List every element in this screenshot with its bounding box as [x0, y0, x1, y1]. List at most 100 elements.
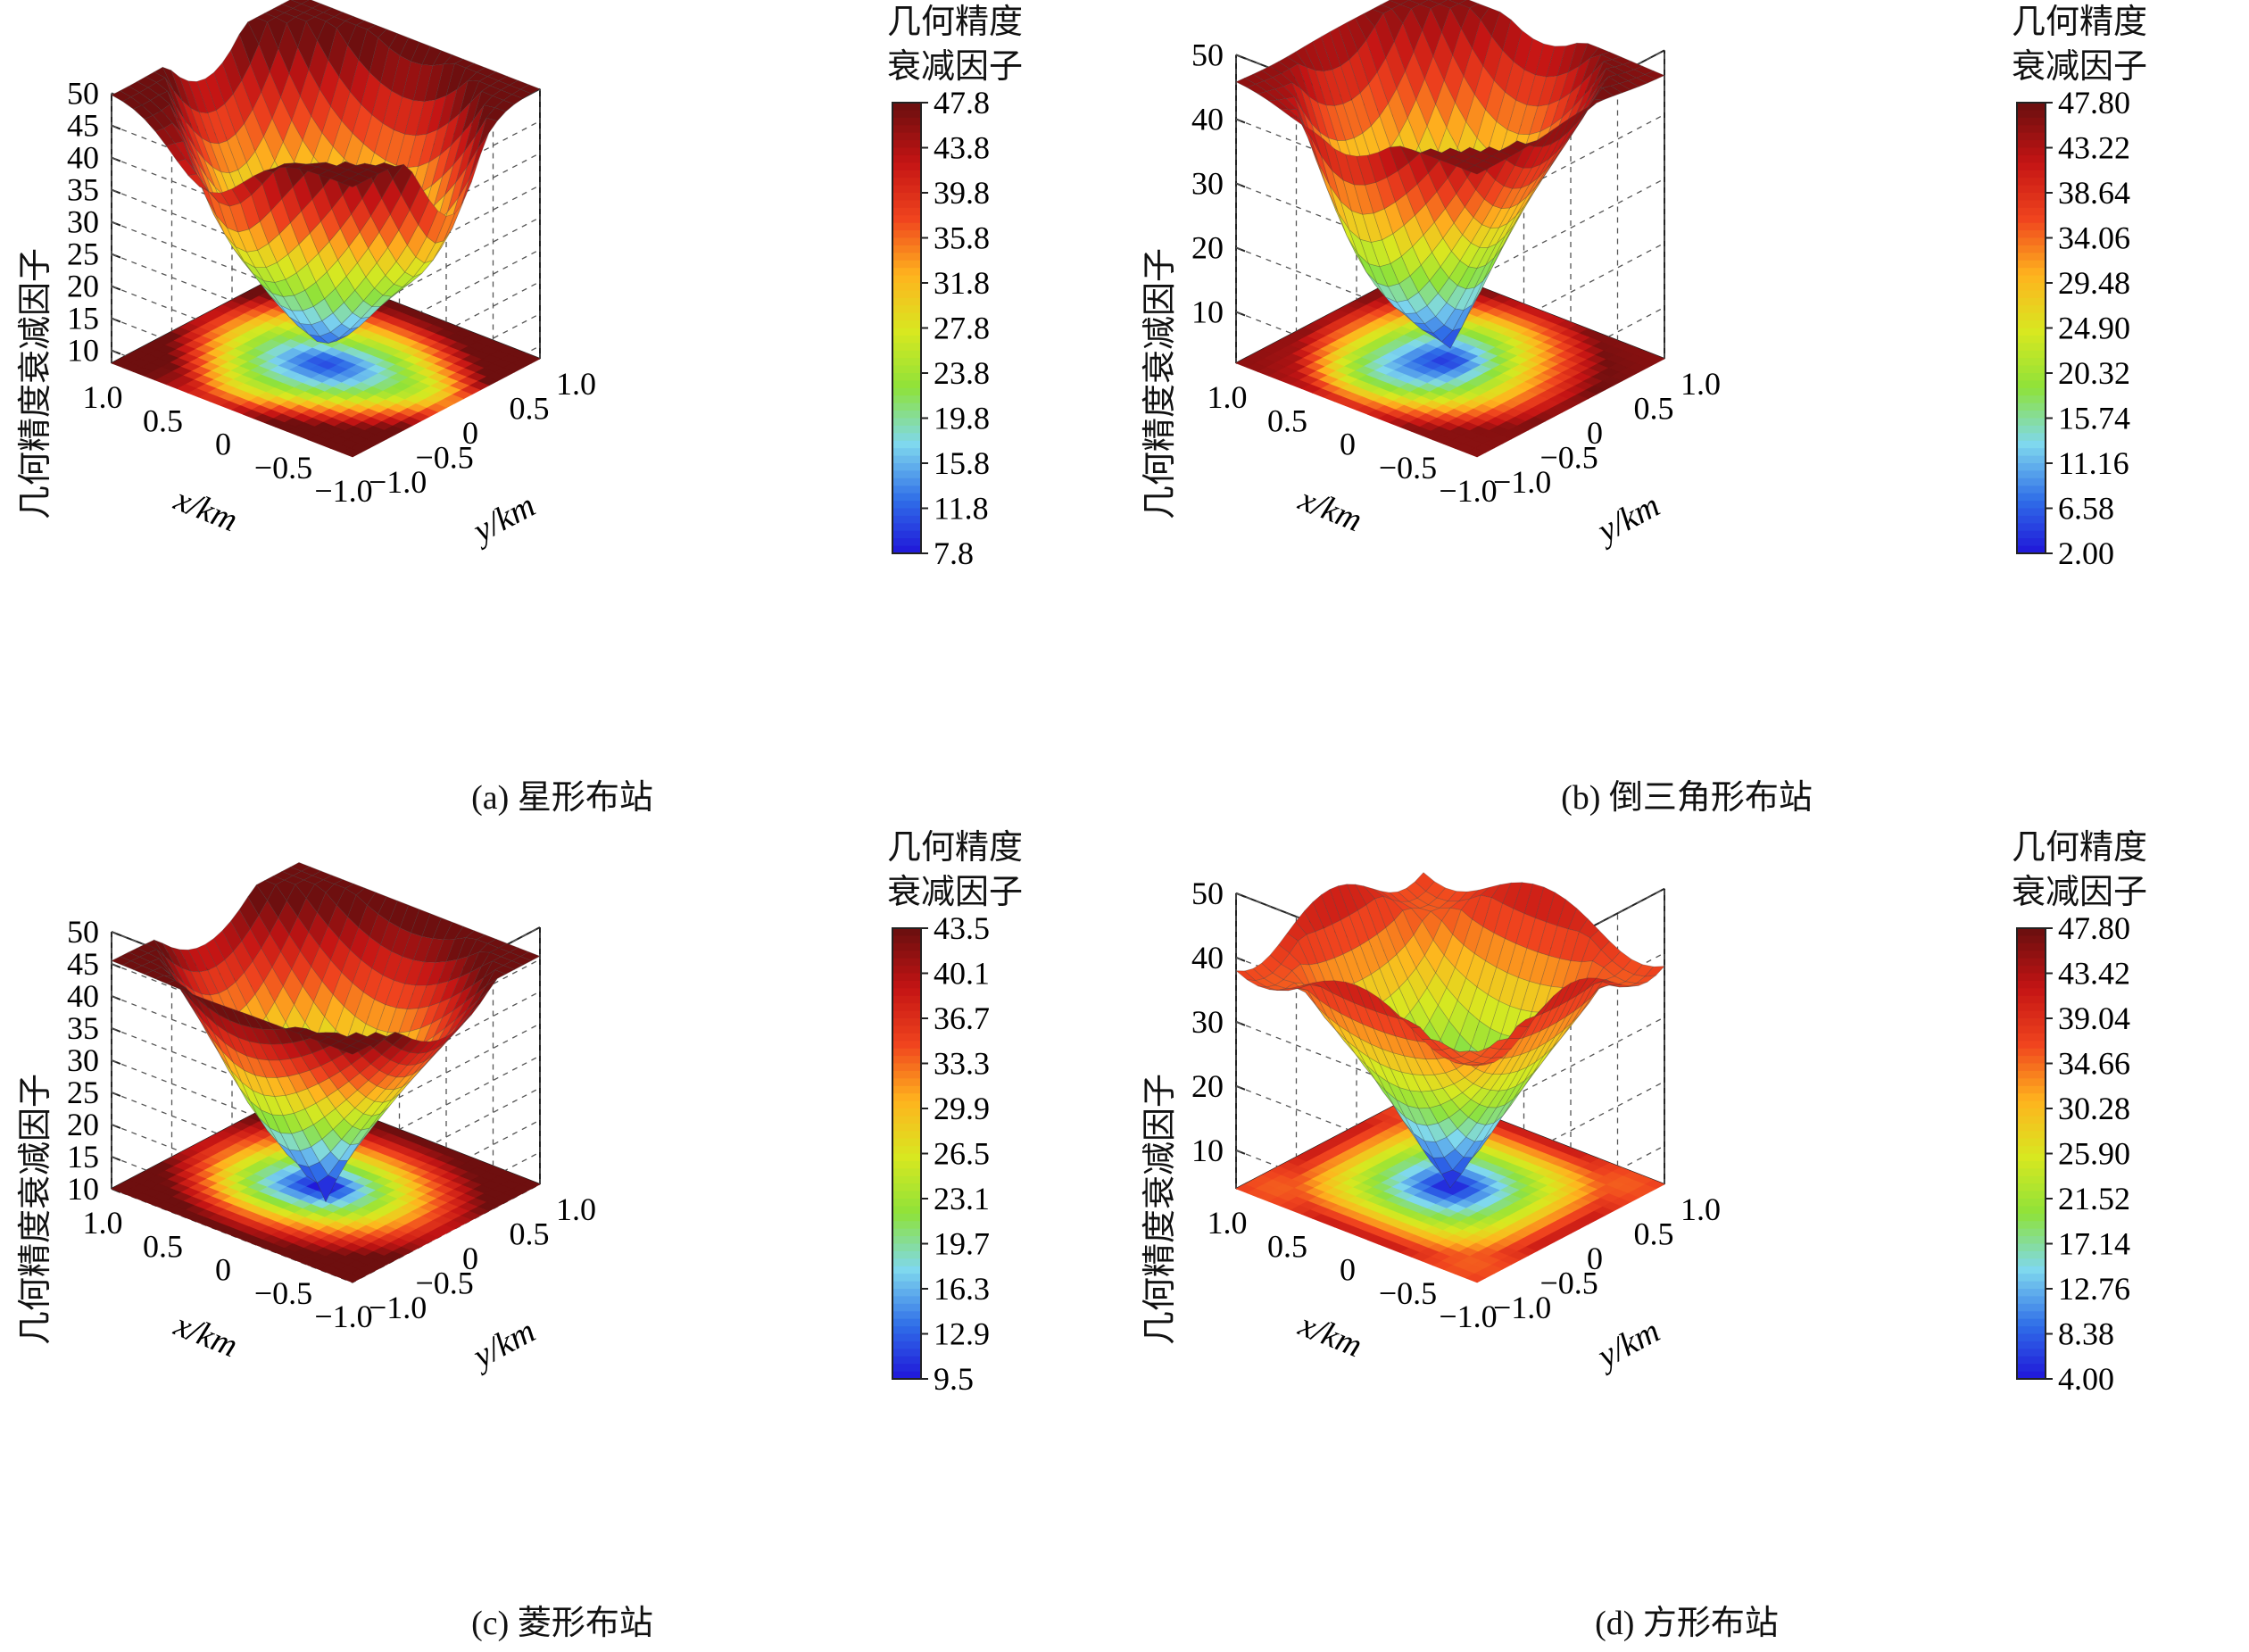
surface-cell — [121, 960, 143, 970]
colorbar-band — [2017, 1199, 2046, 1208]
colorbar-band — [2017, 1108, 2046, 1117]
surface-cell — [344, 982, 364, 1017]
surface-cell — [136, 76, 158, 88]
surface-cell — [1390, 1067, 1411, 1092]
surface-cell — [1243, 73, 1266, 85]
surface-cell — [1421, 148, 1443, 158]
y-tick-label: 0 — [462, 415, 478, 451]
surface-cell — [336, 887, 357, 918]
caption-a: (a) 星形布站 — [471, 779, 653, 817]
colorbar-band — [892, 178, 921, 187]
surface-cell — [366, 24, 387, 38]
surface-cell — [1426, 103, 1448, 152]
surface-cell — [338, 169, 360, 179]
surface-cell — [272, 1028, 294, 1045]
colorbar-title: 几何精度 衰减因子 — [886, 829, 1023, 911]
y-tick-label: −1.0 — [369, 1290, 427, 1325]
surface-cell — [313, 12, 336, 22]
colorbar-band — [2017, 1003, 2046, 1012]
z-axis-label: 几何精度衰减因子 — [1141, 248, 1179, 520]
colorbar-band — [2017, 1311, 2046, 1320]
colorbar-band — [892, 966, 921, 975]
colorbar-band — [2017, 1250, 2046, 1260]
colorbar-band — [2017, 1371, 2046, 1380]
surface-cell — [475, 104, 496, 137]
surface-cell — [254, 1075, 276, 1097]
y-axis-label: y/km — [464, 486, 542, 552]
surface-cell — [1329, 26, 1350, 67]
surface-cell — [366, 1032, 388, 1042]
surface-cell — [347, 894, 368, 928]
colorbar-tick-label: 15.74 — [2058, 401, 2130, 436]
surface-cell — [1315, 927, 1335, 962]
colorbar-band — [2017, 455, 2046, 464]
colorbar-band — [892, 1175, 921, 1185]
surface-cell — [1413, 1133, 1434, 1158]
surface-cell — [238, 1087, 260, 1118]
z-tick-label: 15 — [67, 1139, 99, 1175]
colorbar-band — [892, 477, 921, 487]
surface-cell — [369, 1054, 391, 1071]
colorbar-band — [2017, 1116, 2046, 1125]
x-tick-label: −1.0 — [314, 473, 372, 509]
surface-cell — [1385, 919, 1406, 956]
surface-cell — [1445, 193, 1465, 224]
caption-b: (b) 倒三角形布站 — [1561, 779, 1813, 817]
colorbar-tick-label: 6.58 — [2058, 491, 2114, 527]
colorbar-band — [2017, 515, 2046, 525]
colorbar-band — [892, 1160, 921, 1170]
surface-cell — [261, 71, 281, 120]
colorbar-band — [2017, 973, 2046, 982]
surface-cell — [1342, 997, 1364, 1025]
colorbar-band — [2017, 1093, 2046, 1102]
z-tick-label: 50 — [67, 914, 99, 950]
surface-cell — [354, 276, 375, 302]
surface-plot-d: 50403020101.00.50−0.5−1.0−1.0−0.500.51.0… — [1191, 872, 2130, 1397]
colorbar-band — [2017, 1266, 2046, 1275]
surface-cell — [1412, 1074, 1433, 1092]
surface-cell — [1388, 87, 1408, 136]
z-tick-label: 20 — [1191, 1068, 1224, 1104]
z-tick-label: 10 — [67, 1171, 99, 1207]
surface-cell — [380, 1092, 401, 1115]
colorbar-band — [892, 942, 921, 952]
surface-cell — [1453, 1076, 1474, 1093]
colorbar-band — [892, 411, 921, 419]
colorbar-band — [2017, 328, 2046, 336]
surface-cell — [451, 101, 471, 146]
surface-cell — [231, 1008, 253, 1028]
surface-cell — [1326, 188, 1348, 237]
x-tick-label: 0.5 — [1267, 1228, 1307, 1264]
colorbar-band — [892, 154, 921, 164]
panel-b: 50 40 30 20 10 1.0 0.5 0 −0.5 −1.0 −1.0 −0.5 0 0.5 1.0… — [1124, 0, 2249, 826]
surface-cell — [207, 110, 228, 145]
colorbar-band — [892, 403, 921, 412]
colorbar-band — [2017, 253, 2046, 261]
surface-cell — [383, 1032, 404, 1046]
surface-cell — [1432, 152, 1454, 162]
colorbar-tick-label: 47.80 — [2058, 85, 2130, 120]
surface-cell — [1627, 981, 1648, 987]
colorbar-band — [2017, 170, 2046, 179]
surface-cell — [250, 914, 270, 950]
surface-cell — [278, 221, 300, 255]
surface-cell — [1272, 963, 1293, 981]
surface-cell — [1301, 982, 1322, 988]
surface-cell — [261, 171, 283, 212]
colorbar-band — [2017, 245, 2046, 254]
surface-cell — [510, 88, 533, 99]
y-tick-label: 0 — [1587, 415, 1603, 451]
surface-cell — [1529, 951, 1549, 985]
surface-cell — [395, 244, 417, 273]
x-tick-label: −0.5 — [254, 1275, 312, 1311]
colorbar-band — [2017, 185, 2046, 194]
colorbar-band — [2017, 995, 2046, 1005]
surface-cell — [1469, 886, 1490, 900]
surface-cell — [1550, 982, 1572, 1010]
colorbar-tick-label: 12.9 — [934, 1316, 990, 1352]
surface-cell — [292, 1040, 313, 1058]
colorbar-tick-label: 34.06 — [2058, 220, 2130, 256]
y-axis-label: y/km — [1589, 486, 1666, 552]
colorbar-band — [892, 1303, 921, 1313]
surface-cell — [309, 220, 330, 254]
